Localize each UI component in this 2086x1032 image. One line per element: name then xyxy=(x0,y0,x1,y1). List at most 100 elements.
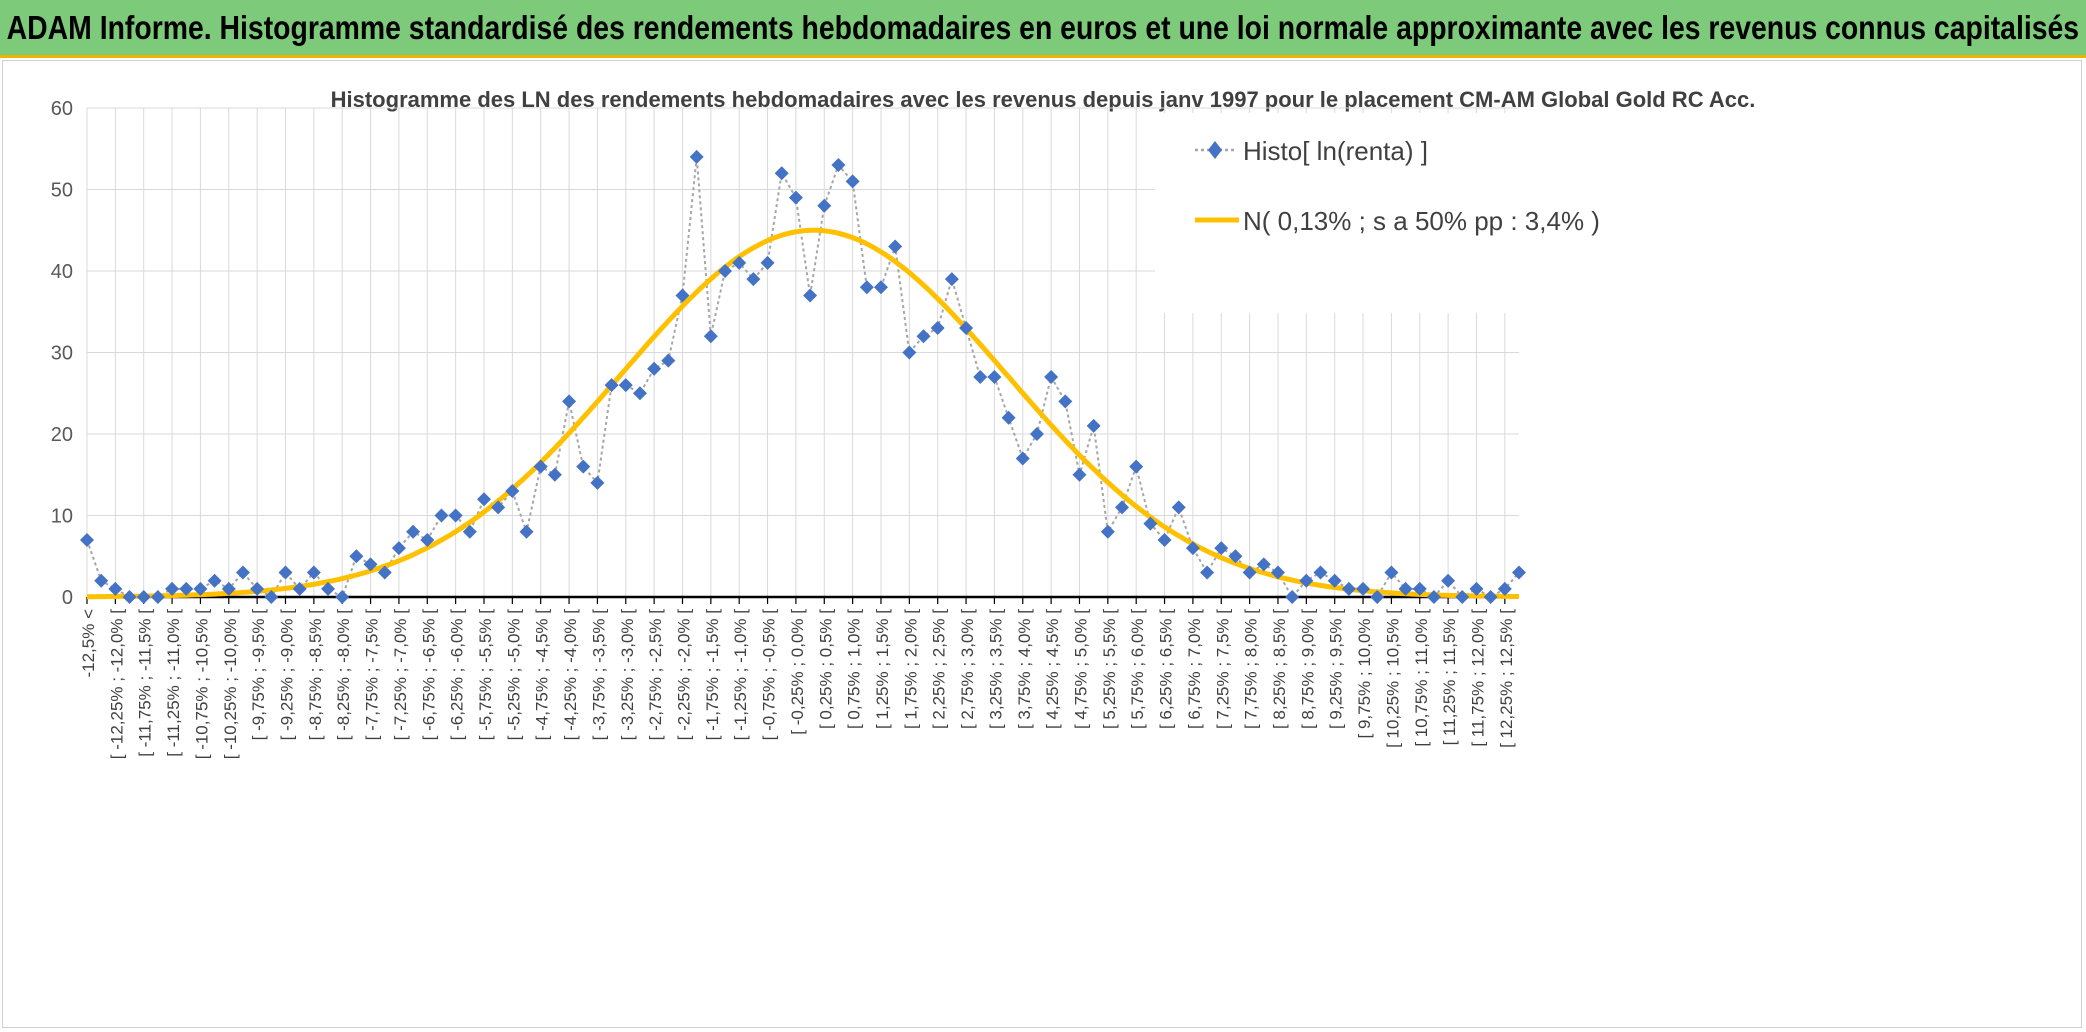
x-tick-label: [ -10,25% ; -10,0% [ xyxy=(221,609,240,760)
legend-normal-label: N( 0,13% ; s a 50% pp : 3,4% ) xyxy=(1243,206,1600,236)
y-tick-label: 0 xyxy=(62,587,73,609)
histo-point xyxy=(675,288,690,303)
chart-frame: Histogramme des LN des rendements hebdom… xyxy=(2,60,2082,1028)
histo-point xyxy=(803,288,818,303)
x-tick-label: [ -4,25% ; -4,0% [ xyxy=(561,609,580,741)
x-tick-label: [ -5,75% ; -5,5% [ xyxy=(476,609,495,741)
x-tick-label: [ -12,25% ; -12,0% [ xyxy=(107,609,126,760)
histo-point xyxy=(1115,500,1130,515)
histo-point xyxy=(193,581,208,596)
x-tick-label: [ 10,75% ; 11,0% [ xyxy=(1412,609,1431,747)
histo-point xyxy=(349,549,364,564)
histo-point xyxy=(1398,581,1413,596)
histo-point xyxy=(476,492,491,507)
histo-point xyxy=(788,190,803,205)
x-tick-label: [ -3,25% ; -3,0% [ xyxy=(618,609,637,741)
histo-point xyxy=(1228,549,1243,564)
legend: Histo[ ln(renta) ] N( 0,13% ; s a 50% pp… xyxy=(1155,113,1600,313)
histo-point xyxy=(420,532,435,547)
histo-point xyxy=(165,581,180,596)
histo-point xyxy=(1185,541,1200,556)
histo-point xyxy=(930,321,945,336)
x-axis: -12,5% < [ -12,25% ; -12,0% [[ -11,75% ; … xyxy=(79,595,1519,760)
histo-point xyxy=(1214,541,1229,556)
x-tick-label: [ 0,25% ; 0,5% [ xyxy=(816,609,835,729)
histo-point xyxy=(292,581,307,596)
legend-histo-marker xyxy=(1208,141,1222,159)
histo-point xyxy=(1327,573,1342,588)
histo-point xyxy=(774,166,789,181)
histo-point xyxy=(859,280,874,295)
histo-point xyxy=(817,198,832,213)
histo-point xyxy=(94,573,109,588)
histo-point xyxy=(533,459,548,474)
histo-point xyxy=(618,378,633,393)
x-tick-label: [ -7,75% ; -7,5% [ xyxy=(363,609,382,741)
x-tick-label: [ -5,25% ; -5,0% [ xyxy=(504,609,523,741)
histo-point xyxy=(321,581,336,596)
histo-point xyxy=(179,581,194,596)
x-tick-label: [ 4,75% ; 5,0% [ xyxy=(1071,609,1090,729)
histo-point xyxy=(1242,565,1257,580)
histo-point xyxy=(1384,565,1399,580)
histo-point xyxy=(632,386,647,401)
histo-point xyxy=(1299,573,1314,588)
x-tick-label: [ 2,75% ; 3,0% [ xyxy=(958,609,977,729)
x-tick-label: [ -2,25% ; -2,0% [ xyxy=(674,609,693,741)
x-tick-label: [ 8,25% ; 8,5% [ xyxy=(1270,609,1289,729)
histo-point xyxy=(391,541,406,556)
histo-point xyxy=(1129,459,1144,474)
histo-point xyxy=(1356,581,1371,596)
x-tick-label: -12,5% < xyxy=(79,609,98,678)
x-tick-label: [ -9,25% ; -9,0% [ xyxy=(277,609,296,741)
x-tick-label: [ 0,75% ; 1,0% [ xyxy=(845,609,864,729)
histo-point xyxy=(1058,394,1073,409)
histo-point xyxy=(1469,581,1484,596)
histo-point xyxy=(448,508,463,523)
x-tick-label: [ 5,25% ; 5,5% [ xyxy=(1100,609,1119,729)
histo-point xyxy=(873,280,888,295)
x-tick-label: [ -9,75% ; -9,5% [ xyxy=(249,609,268,741)
histo-point xyxy=(1001,410,1016,425)
histo-point xyxy=(576,459,591,474)
histo-point xyxy=(1029,427,1044,441)
histo-point xyxy=(306,565,321,580)
histo-point xyxy=(718,264,733,278)
x-tick-label: [ 12,25% ; 12,5% [ xyxy=(1497,609,1516,748)
histo-point xyxy=(80,532,94,547)
x-tick-label: [ -6,75% ; -6,5% [ xyxy=(419,609,438,741)
histo-point xyxy=(108,581,123,596)
y-tick-label: 20 xyxy=(51,424,73,446)
histo-point xyxy=(831,158,846,173)
histo-point xyxy=(1100,524,1115,539)
x-tick-label: [ 1,25% ; 1,5% [ xyxy=(873,609,892,729)
y-axis: 0 10 20 30 40 50 60 xyxy=(51,98,73,609)
x-tick-label: [ -7,25% ; -7,0% [ xyxy=(391,609,410,741)
histo-point xyxy=(987,369,1002,384)
histo-point xyxy=(1497,581,1512,596)
histo-point xyxy=(250,581,265,596)
histo-point xyxy=(335,590,350,604)
x-tick-label: [ 6,75% ; 7,0% [ xyxy=(1185,609,1204,729)
x-tick-label: [ -10,75% ; -10,5% [ xyxy=(192,609,211,760)
histo-point xyxy=(1256,557,1271,572)
histo-point xyxy=(959,321,974,336)
histo-point xyxy=(973,369,988,384)
x-tick-label: [ -8,25% ; -8,0% [ xyxy=(334,609,353,741)
histo-point xyxy=(760,255,775,270)
histo-point xyxy=(1455,590,1470,604)
x-tick-label: [ -6,25% ; -6,0% [ xyxy=(448,609,467,741)
x-tick-label: [ 9,25% ; 9,5% [ xyxy=(1327,609,1346,729)
histo-point xyxy=(264,590,279,604)
histo-point xyxy=(1426,590,1441,604)
histo-point xyxy=(278,565,293,580)
histo-point xyxy=(1086,418,1101,433)
histo-point xyxy=(547,467,562,482)
x-tick-label: [ 4,25% ; 4,5% [ xyxy=(1043,609,1062,729)
x-tick-label: [ 7,25% ; 7,5% [ xyxy=(1213,609,1232,729)
histo-point xyxy=(1512,565,1526,580)
histo-point xyxy=(406,524,421,539)
x-tick-label: [ -2,75% ; -2,5% [ xyxy=(646,609,665,741)
histo-point xyxy=(1441,573,1456,588)
histo-point xyxy=(1285,590,1300,604)
